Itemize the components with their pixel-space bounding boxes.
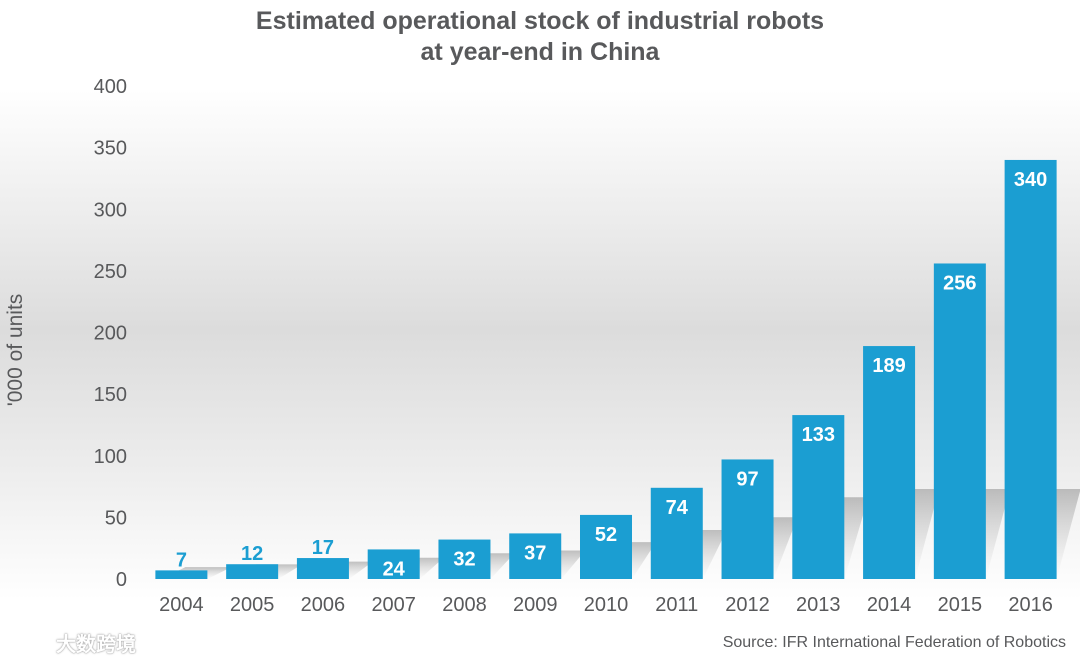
y-axis: 0 50 100 150 200 250 300 350 400 bbox=[94, 76, 127, 591]
x-tick-label: 2004 bbox=[159, 594, 204, 616]
bar-value-label: 74 bbox=[666, 497, 689, 519]
y-tick-label: 350 bbox=[94, 138, 127, 160]
y-tick-label: 200 bbox=[94, 323, 127, 345]
x-tick-label: 2014 bbox=[867, 594, 912, 616]
y-tick-label: 300 bbox=[94, 199, 127, 221]
bar-value-label: 32 bbox=[453, 549, 475, 571]
bar-value-label: 7 bbox=[176, 549, 187, 571]
bar bbox=[509, 533, 562, 579]
x-tick-label: 2006 bbox=[301, 594, 346, 616]
bar bbox=[933, 263, 986, 579]
bar bbox=[863, 346, 916, 579]
x-axis: 2004 2005 2006 2007 2008 2009 2010 2011 2012 2013… bbox=[159, 594, 1053, 616]
x-tick-label: 2008 bbox=[442, 594, 487, 616]
bar bbox=[367, 549, 420, 579]
bar-value-label: 12 bbox=[241, 543, 263, 565]
bar bbox=[721, 459, 774, 579]
chart-title-line-2: at year-end in China bbox=[420, 38, 660, 66]
chart-title: Estimated operational stock of industria… bbox=[0, 6, 1080, 68]
x-tick-label: 2007 bbox=[371, 594, 416, 616]
bar-value-label: 52 bbox=[595, 524, 617, 546]
x-tick-label: 2011 bbox=[655, 594, 698, 616]
bar bbox=[1004, 159, 1057, 579]
bar bbox=[792, 415, 845, 579]
y-tick-label: 50 bbox=[105, 507, 127, 529]
bar bbox=[296, 558, 349, 579]
y-tick-label: 0 bbox=[116, 569, 127, 591]
bars bbox=[155, 159, 1057, 579]
watermark-logo-icon bbox=[10, 633, 50, 651]
bar-labels: 7 12 17 24 32 37 52 74 97 133 189 256 340 bbox=[176, 169, 1047, 580]
bar bbox=[580, 514, 632, 579]
y-tick-label: 100 bbox=[94, 446, 127, 468]
bar-value-label: 189 bbox=[872, 355, 905, 377]
y-axis-label: '000 of units bbox=[4, 294, 27, 407]
y-tick-label: 250 bbox=[94, 261, 127, 283]
y-tick-label: 400 bbox=[94, 76, 127, 98]
chart-title-line-1: Estimated operational stock of industria… bbox=[255, 7, 825, 35]
bar bbox=[438, 539, 491, 579]
bar bbox=[155, 570, 208, 579]
x-tick-label: 2005 bbox=[230, 594, 275, 616]
bar-value-label: 97 bbox=[736, 468, 758, 490]
bar bbox=[226, 564, 279, 579]
bar bbox=[650, 487, 703, 579]
watermark: 大数跨境 bbox=[10, 628, 136, 657]
bar-value-label: 24 bbox=[383, 558, 406, 580]
bar-value-label: 37 bbox=[524, 542, 546, 564]
watermark-text: 大数跨境 bbox=[56, 634, 136, 656]
bar-value-label: 17 bbox=[312, 537, 334, 559]
bar-value-label: 340 bbox=[1014, 169, 1047, 191]
x-tick-label: 2012 bbox=[725, 594, 770, 616]
source-note: Source: IFR International Federation of … bbox=[722, 634, 1066, 651]
x-tick-label: 2013 bbox=[796, 594, 841, 616]
bar-value-label: 133 bbox=[802, 424, 835, 446]
x-tick-label: 2015 bbox=[938, 594, 983, 616]
x-tick-label: 2016 bbox=[1008, 594, 1053, 616]
x-tick-label: 2010 bbox=[584, 594, 629, 616]
y-tick-label: 150 bbox=[94, 384, 127, 406]
x-tick-label: 2009 bbox=[513, 594, 558, 616]
bar-value-label: 256 bbox=[943, 272, 976, 294]
